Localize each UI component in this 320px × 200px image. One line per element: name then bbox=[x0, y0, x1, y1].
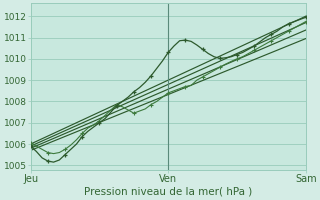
X-axis label: Pression niveau de la mer( hPa ): Pression niveau de la mer( hPa ) bbox=[84, 187, 252, 197]
